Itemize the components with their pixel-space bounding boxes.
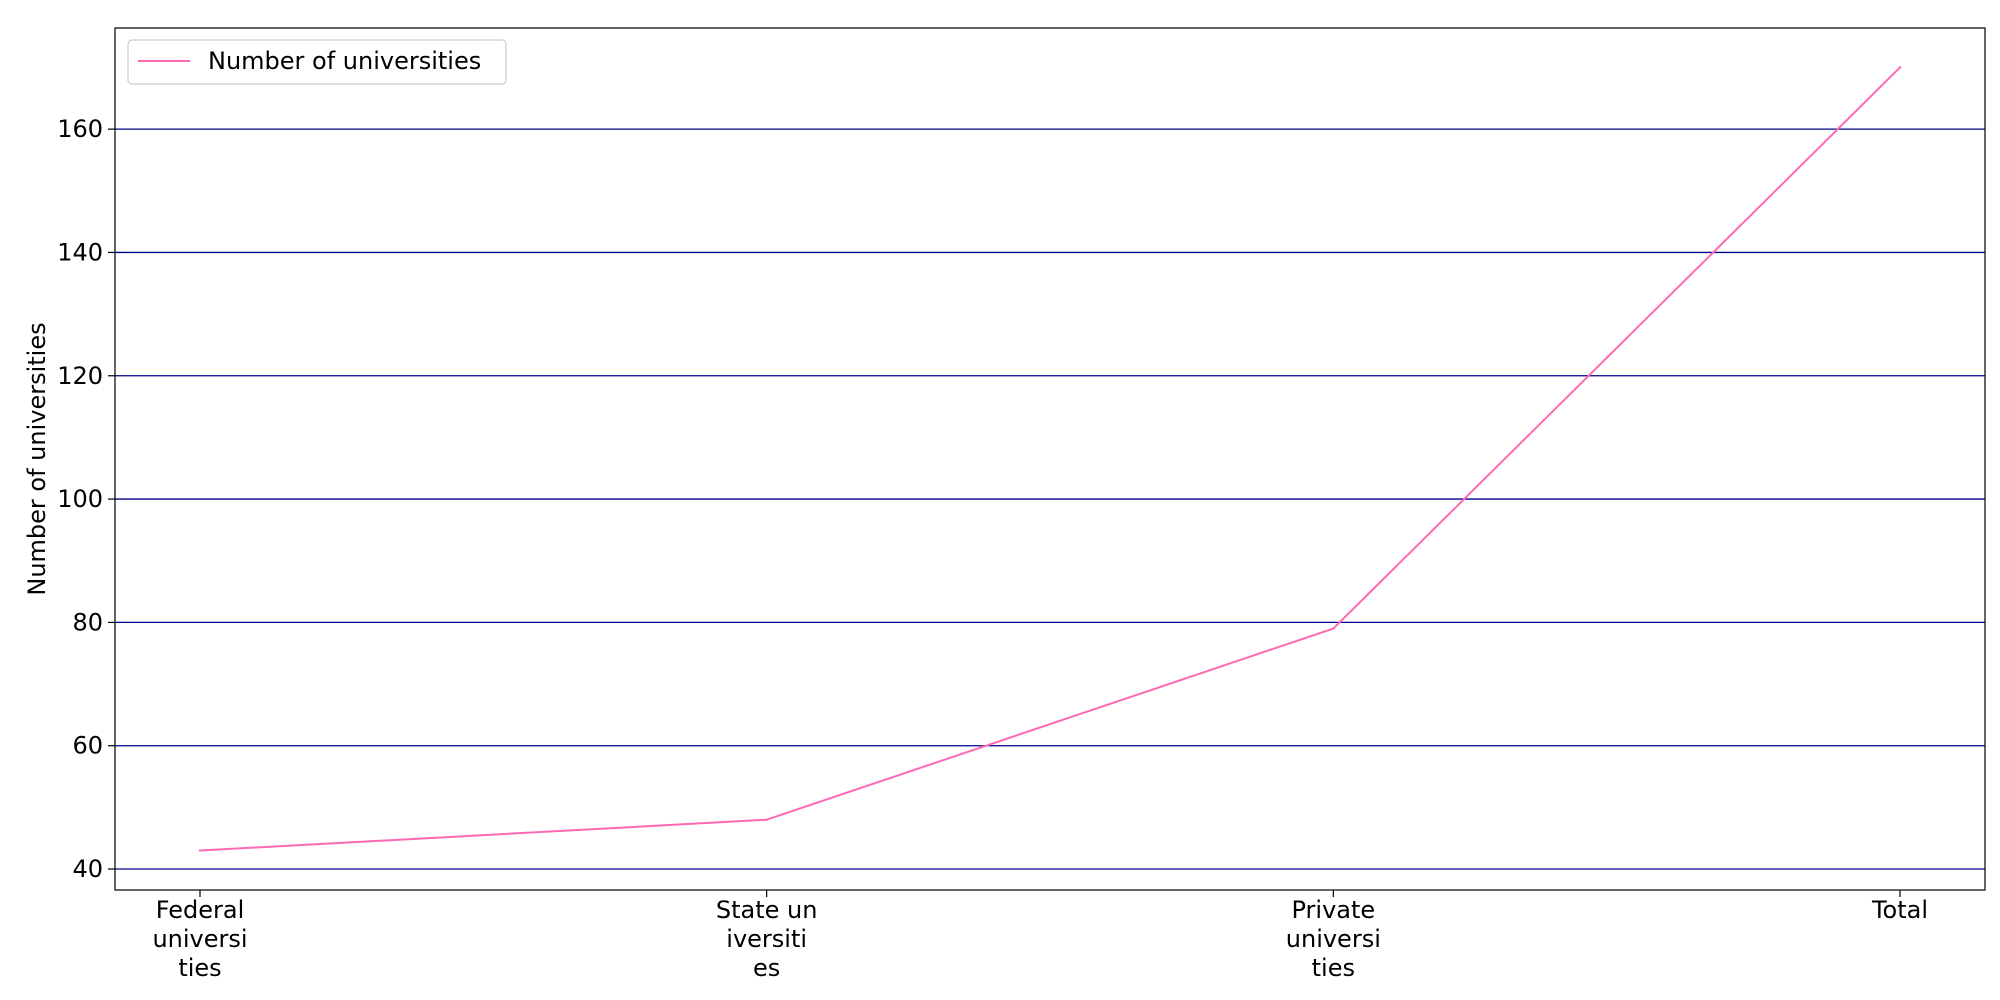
legend-label: Number of universities xyxy=(208,47,481,75)
x-tick-label-line: universi xyxy=(1286,925,1381,953)
y-tick-label: 140 xyxy=(57,238,103,266)
x-tick-label-line: State un xyxy=(716,896,818,924)
series-layer xyxy=(198,66,1902,852)
data-point xyxy=(1332,627,1335,630)
x-tick-label-line: ties xyxy=(178,954,221,982)
x-tick-label-line: ties xyxy=(1312,954,1355,982)
x-tick-label: Private universi ties xyxy=(1286,896,1381,982)
x-tick-label-line: universi xyxy=(152,925,247,953)
y-tick-label: 80 xyxy=(72,608,103,636)
legend-box xyxy=(127,39,507,85)
y-axis-ticks: 40 60 80 100 120 140 160 xyxy=(57,115,115,883)
y-tick-label: 40 xyxy=(72,855,103,883)
grid-lines xyxy=(115,128,1985,870)
x-tick-label-line: es xyxy=(753,954,780,982)
y-tick-label: 120 xyxy=(57,362,103,390)
y-axis-title: Number of universities xyxy=(23,322,51,595)
x-tick-label-line: Federal xyxy=(156,896,245,924)
data-point xyxy=(198,849,202,852)
x-tick-label: Federal universi ties xyxy=(152,896,247,982)
data-point xyxy=(1898,66,1902,69)
x-tick-label-line: Total xyxy=(1871,896,1928,924)
y-tick-label: 60 xyxy=(72,732,103,760)
x-tick-label: State un iversiti es xyxy=(716,896,818,982)
x-tick-label-line: Private xyxy=(1291,896,1375,924)
y-tick-label: 160 xyxy=(57,115,103,143)
x-tick-label-line: iversiti xyxy=(726,925,807,953)
plot-frame xyxy=(114,27,1986,891)
x-tick-label: Total xyxy=(1871,896,1928,924)
series-line xyxy=(199,66,1901,852)
y-tick-label: 100 xyxy=(57,485,103,513)
data-point xyxy=(765,818,768,821)
legend: Number of universities xyxy=(127,39,507,85)
